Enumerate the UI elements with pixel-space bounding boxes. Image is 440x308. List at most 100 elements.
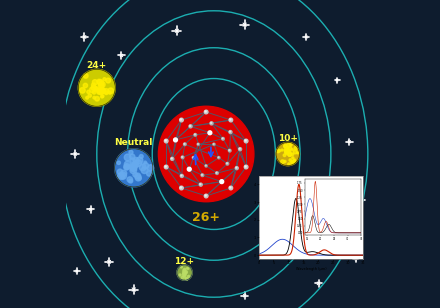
Circle shape: [284, 149, 289, 153]
Circle shape: [205, 165, 206, 166]
Circle shape: [104, 91, 108, 95]
Circle shape: [108, 91, 111, 94]
Circle shape: [228, 149, 231, 152]
Circle shape: [184, 143, 185, 144]
Circle shape: [121, 170, 127, 176]
Circle shape: [286, 150, 289, 152]
Circle shape: [229, 118, 233, 122]
Circle shape: [287, 148, 289, 150]
Circle shape: [190, 125, 191, 127]
Circle shape: [180, 118, 183, 122]
Circle shape: [205, 111, 206, 112]
Circle shape: [229, 186, 233, 190]
Circle shape: [130, 158, 136, 163]
Circle shape: [290, 161, 293, 163]
Circle shape: [95, 96, 99, 101]
Circle shape: [117, 161, 121, 164]
Circle shape: [97, 90, 101, 94]
Circle shape: [184, 275, 186, 276]
Circle shape: [129, 150, 133, 154]
Circle shape: [147, 171, 152, 176]
Circle shape: [179, 274, 181, 276]
Circle shape: [171, 157, 174, 160]
Circle shape: [182, 156, 183, 157]
Circle shape: [220, 180, 224, 184]
Circle shape: [139, 155, 143, 158]
Circle shape: [208, 131, 212, 135]
Circle shape: [128, 179, 133, 183]
Circle shape: [143, 163, 149, 169]
Circle shape: [83, 83, 88, 88]
Circle shape: [183, 275, 184, 277]
Circle shape: [92, 83, 95, 87]
Circle shape: [180, 119, 182, 120]
Circle shape: [183, 143, 186, 146]
Text: 12+: 12+: [175, 257, 194, 266]
Circle shape: [120, 172, 127, 179]
Circle shape: [120, 173, 123, 176]
Circle shape: [281, 160, 284, 164]
Circle shape: [84, 74, 88, 78]
Circle shape: [185, 271, 187, 273]
Circle shape: [100, 83, 104, 86]
Circle shape: [226, 162, 229, 165]
Circle shape: [205, 165, 207, 167]
Circle shape: [180, 266, 183, 268]
Circle shape: [174, 139, 176, 140]
Circle shape: [183, 272, 186, 275]
Circle shape: [165, 139, 168, 143]
Circle shape: [115, 149, 153, 187]
Circle shape: [185, 278, 188, 280]
Circle shape: [222, 137, 224, 140]
Circle shape: [144, 161, 147, 164]
Circle shape: [141, 167, 148, 173]
Circle shape: [288, 146, 292, 150]
Circle shape: [130, 165, 137, 171]
Circle shape: [183, 271, 185, 274]
Circle shape: [218, 157, 219, 158]
Circle shape: [221, 180, 222, 182]
Circle shape: [86, 96, 88, 99]
Circle shape: [139, 164, 146, 171]
Circle shape: [108, 88, 114, 94]
Circle shape: [89, 87, 95, 93]
Circle shape: [174, 138, 177, 142]
Circle shape: [288, 163, 290, 165]
Circle shape: [297, 152, 299, 154]
Circle shape: [293, 160, 296, 163]
Circle shape: [199, 183, 202, 186]
Circle shape: [138, 177, 141, 180]
Circle shape: [98, 83, 104, 88]
Text: 24+: 24+: [87, 61, 107, 70]
Circle shape: [182, 274, 183, 275]
Circle shape: [130, 165, 136, 172]
Circle shape: [284, 144, 287, 148]
Circle shape: [292, 157, 294, 159]
Circle shape: [204, 110, 208, 114]
Circle shape: [200, 184, 201, 185]
Text: Neutral: Neutral: [114, 138, 153, 147]
Circle shape: [276, 142, 300, 166]
Circle shape: [183, 268, 186, 271]
Circle shape: [124, 154, 131, 161]
Circle shape: [279, 150, 281, 152]
Circle shape: [92, 80, 98, 85]
Circle shape: [281, 149, 283, 151]
Circle shape: [78, 69, 115, 106]
Circle shape: [98, 88, 104, 94]
Circle shape: [133, 157, 139, 163]
Text: 10+: 10+: [278, 134, 298, 143]
Circle shape: [291, 161, 294, 164]
Circle shape: [80, 87, 85, 93]
Circle shape: [130, 154, 135, 160]
Circle shape: [184, 272, 187, 274]
Circle shape: [180, 186, 183, 190]
Circle shape: [134, 162, 138, 166]
Circle shape: [183, 272, 185, 274]
Circle shape: [181, 175, 182, 176]
Circle shape: [229, 150, 230, 151]
Circle shape: [165, 165, 168, 169]
Circle shape: [158, 106, 254, 202]
Circle shape: [201, 174, 204, 176]
Circle shape: [210, 122, 213, 125]
